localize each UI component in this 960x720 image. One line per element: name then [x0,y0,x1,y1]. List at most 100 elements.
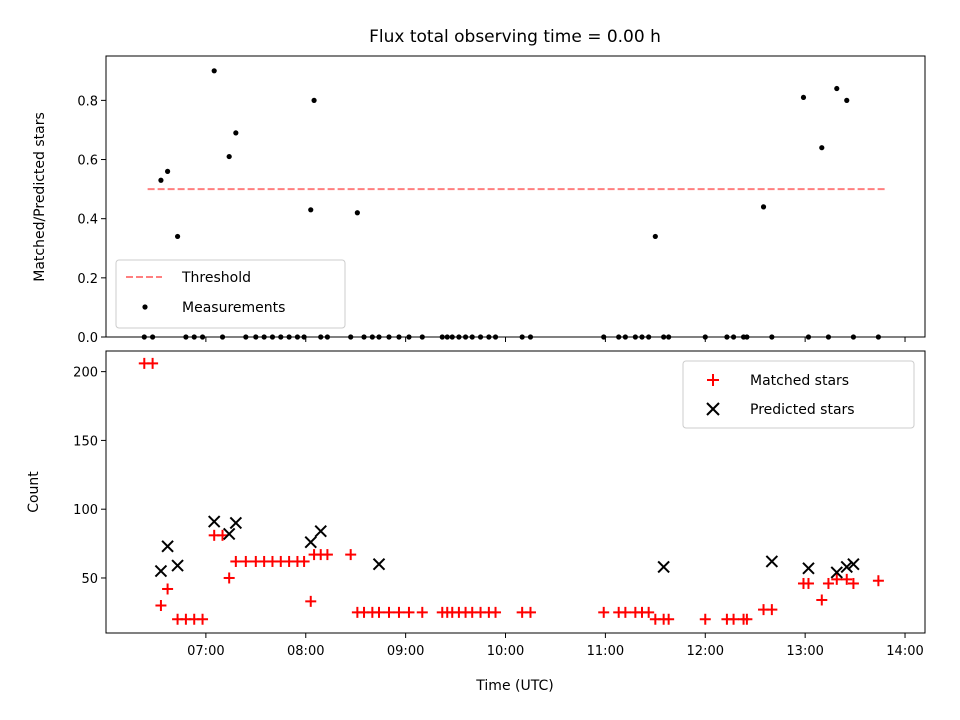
ratio-legend: Threshold Measurements [115,259,346,329]
measurement-point [760,204,767,210]
predicted-stars-point [222,527,236,541]
matched-stars-point [524,606,536,618]
matched-stars-point [383,606,395,618]
matched-stars-point [728,613,740,625]
matched-stars-point [741,613,753,625]
x-tick-label: 09:00 [387,644,424,659]
predicted-stars-point [840,560,853,574]
predicted-stars-point [207,515,221,528]
count-panel-frame [105,350,926,634]
legend-matched-label: Matched stars [750,373,849,389]
x-tick-label: 10:00 [487,644,524,659]
measurement-point [164,168,171,174]
count-y-axis-label: Count [26,471,42,513]
x-axis-label: Time (UTC) [475,678,553,694]
y-tick-label: 0.6 [77,154,98,169]
matched-stars-point [490,606,502,618]
matched-stars-point [663,613,675,625]
predicted-stars-point [154,564,168,578]
x-tick-label: 08:00 [287,644,324,659]
matched-stars-point [240,555,252,567]
predicted-stars-point [304,536,317,549]
matched-stars-point [619,606,631,618]
predicted-stars-point [314,524,327,538]
matched-stars-point [822,577,834,589]
y-tick-label: 50 [81,572,98,587]
ratio-panel: 0.0 0.2 0.4 0.6 0.8 Matched/Predicted stars [32,55,926,346]
legend-predicted-label: Predicted stars [750,402,855,418]
y-tick-label: 0.4 [77,213,98,228]
matched-stars-point [598,606,610,618]
matched-stars-point [345,549,357,561]
matched-stars-point [841,573,853,585]
measurement-point [819,145,825,151]
chart-title: Flux total observing time = 0.00 h [369,27,661,47]
ratio-legend-box [115,259,346,329]
matched-stars-point [416,606,428,618]
measurement-point [311,97,317,103]
measurement-point [308,207,314,213]
matched-stars-point [223,572,235,584]
predicted-stars-point [171,559,184,572]
measurement-point [233,130,239,136]
ratio-panel-frame [105,55,926,338]
ratio-plot-area: 0.0 0.2 0.4 0.6 0.8 [77,68,906,346]
x-tick-label: 11:00 [587,644,624,659]
measurement-point [354,210,360,216]
matched-stars-point [298,555,310,567]
measurement-point [226,153,232,160]
legend-measurements-swatch [142,304,148,310]
y-tick-label: 150 [73,434,98,449]
legend-measurements-label: Measurements [182,300,285,316]
x-tick-label: 13:00 [786,644,823,659]
matched-stars-point [162,583,174,595]
matched-stars-point [872,575,884,587]
legend-matched-swatch [707,374,719,386]
predicted-stars-point [161,540,174,553]
predicted-stars-point [372,558,386,571]
matched-stars-point [373,606,385,618]
matched-stars-point [147,357,159,369]
x-tick-label: 12:00 [687,644,724,659]
measurement-point [174,233,181,240]
y-tick-label: 0.8 [77,94,98,109]
y-tick-label: 200 [73,366,98,381]
measurement-point [158,177,164,183]
matched-stars-point [403,606,415,618]
measurement-point [211,68,217,74]
matched-stars-point [766,604,778,616]
matched-stars-point [155,599,167,611]
matched-stars-point [321,549,333,561]
predicted-stars-point [229,516,243,530]
predicted-stars-point [830,566,843,579]
count-legend: Matched stars Predicted stars [682,360,915,429]
matched-stars-point [802,577,814,589]
matched-stars-point [393,606,405,618]
y-tick-label: 0.2 [77,272,98,287]
matched-stars-point [230,555,242,567]
matched-stars-point [643,606,655,618]
measurement-point [652,233,658,240]
legend-threshold-label: Threshold [181,270,251,286]
predicted-stars-point [765,555,779,568]
x-tick-label: 07:00 [187,644,224,659]
y-tick-label: 100 [73,503,98,518]
matched-stars-point [831,573,843,585]
count-legend-box [682,360,915,429]
measurement-point [800,94,807,101]
matched-stars-point [197,613,209,625]
measurement-point [844,97,850,103]
matched-stars-point [305,595,317,607]
predicted-stars-point [657,560,670,574]
matched-stars-point [847,577,859,589]
predicted-stars-point [802,562,815,575]
measurement-point [834,85,840,92]
matched-stars-point [816,594,828,606]
count-panel: 50 100 150 200 07:00 08:00 09:00 10:00 11:00 12:0… [26,350,926,694]
ratio-y-axis-label: Matched/Predicted stars [32,112,48,282]
count-plot-area: 50 100 150 200 07:00 08:00 09:00 10:00 11:00 12:0… [73,357,924,659]
x-tick-label: 14:00 [886,644,923,659]
predicted-stars-point [847,558,860,571]
matched-stars-point [217,529,229,541]
